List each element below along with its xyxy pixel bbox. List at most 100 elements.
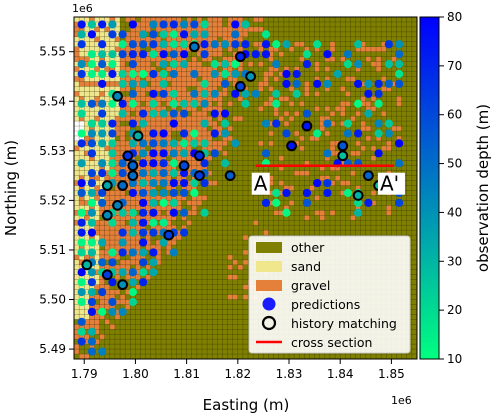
facies-cell (376, 220, 382, 226)
facies-cell (166, 31, 172, 37)
facies-cell (237, 264, 243, 270)
facies-cell (232, 150, 238, 156)
facies-cell (309, 46, 315, 52)
facies-cell (109, 205, 115, 211)
facies-cell (166, 26, 172, 32)
prediction-point (118, 69, 127, 79)
facies-cell (125, 165, 131, 171)
facies-cell (401, 71, 407, 77)
facies-cell (309, 195, 315, 201)
facies-cell (401, 51, 407, 57)
facies-cell (196, 111, 202, 117)
facies-cell (283, 106, 290, 112)
facies-cell (135, 71, 141, 77)
facies-cell (222, 339, 228, 345)
prediction-point (139, 238, 148, 247)
facies-cell (79, 349, 85, 355)
facies-cell (89, 36, 95, 42)
facies-cell (263, 86, 269, 92)
facies-cell (283, 170, 290, 176)
facies-cell (222, 101, 228, 107)
facies-cell (304, 21, 310, 27)
facies-cell (340, 106, 346, 112)
facies-cell (370, 56, 377, 62)
facies-cell (181, 96, 187, 102)
facies-cell (232, 131, 238, 136)
facies-cell (104, 264, 110, 270)
facies-cell (335, 111, 341, 117)
facies-cell (391, 140, 397, 146)
facies-cell (130, 215, 136, 221)
prediction-point (108, 59, 117, 69)
facies-cell (114, 225, 121, 231)
facies-cell (84, 116, 90, 122)
facies-cell (191, 294, 197, 300)
facies-cell (376, 116, 382, 122)
facies-cell (186, 145, 192, 151)
facies-cell (125, 254, 131, 260)
facies-cell (391, 17, 397, 22)
facies-cell (84, 195, 90, 201)
facies-cell (324, 225, 330, 231)
facies-cell (248, 160, 254, 166)
facies-cell (104, 249, 110, 255)
facies-cell (145, 121, 151, 127)
facies-cell (411, 264, 417, 270)
prediction-point (108, 159, 117, 168)
facies-cell (411, 180, 417, 186)
facies-cell (314, 91, 320, 97)
prediction-point (87, 99, 97, 108)
facies-cell (150, 215, 156, 221)
facies-cell (74, 339, 80, 345)
facies-cell (376, 41, 382, 47)
facies-cell (289, 220, 295, 226)
facies-cell (207, 150, 213, 156)
facies-cell (135, 304, 141, 310)
facies-cell (350, 51, 356, 57)
facies-cell (135, 185, 141, 191)
prediction-point (139, 149, 148, 158)
facies-cell (350, 126, 356, 131)
facies-cell (391, 66, 397, 72)
facies-cell (406, 185, 412, 191)
facies-cell (222, 284, 228, 290)
facies-cell (232, 185, 238, 191)
facies-cell (386, 210, 392, 216)
facies-cell (176, 205, 182, 211)
facies-cell (130, 185, 136, 191)
facies-cell (84, 86, 90, 92)
facies-cell (155, 329, 162, 335)
facies-cell (283, 354, 290, 359)
facies-cell (130, 205, 136, 211)
facies-cell (161, 294, 167, 300)
facies-cell (120, 155, 126, 161)
facies-cell (227, 230, 233, 236)
facies-cell (391, 81, 397, 87)
facies-cell (253, 150, 259, 156)
facies-cell (248, 220, 254, 226)
facies-cell (150, 264, 156, 270)
facies-cell (253, 21, 259, 27)
facies-cell (191, 106, 197, 112)
facies-cell (166, 205, 172, 211)
facies-cell (232, 339, 238, 345)
facies-cell (248, 46, 254, 52)
facies-cell (304, 81, 310, 87)
facies-cell (268, 111, 274, 117)
facies-cell (268, 210, 274, 216)
facies-cell (232, 254, 238, 260)
facies-cell (150, 56, 156, 62)
facies-cell (278, 81, 284, 87)
facies-cell (155, 96, 162, 102)
facies-cell (237, 319, 243, 325)
facies-cell (278, 195, 284, 201)
facies-cell (294, 121, 300, 127)
facies-cell (258, 131, 264, 136)
facies-cell (222, 334, 228, 340)
facies-cell (304, 180, 310, 186)
facies-cell (94, 254, 100, 260)
facies-cell (376, 106, 382, 112)
facies-cell (89, 354, 95, 359)
facies-cell (130, 17, 136, 22)
facies-cell (406, 230, 412, 236)
